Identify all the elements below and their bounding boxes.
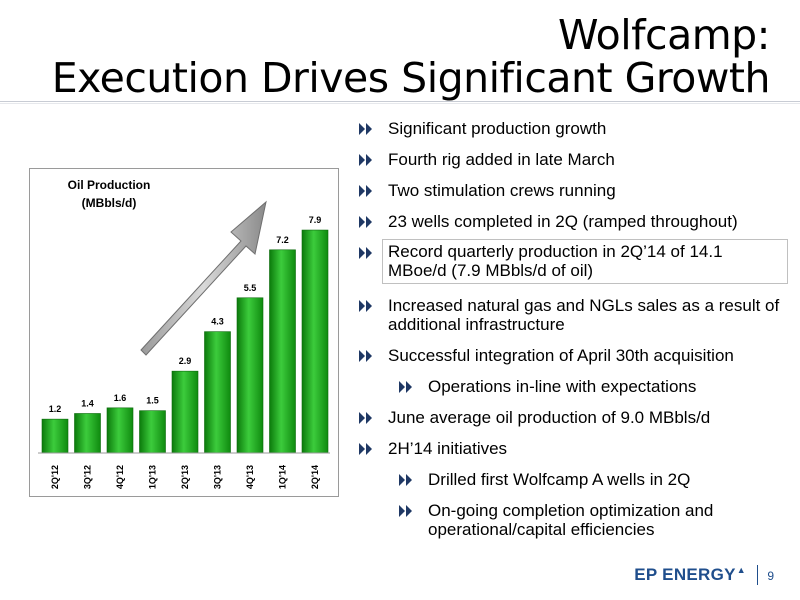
bullet-text: Increased natural gas and NGLs sales as … xyxy=(388,296,780,334)
title-line-2: Execution Drives Significant Growth xyxy=(51,54,771,102)
double-chevron-icon xyxy=(398,380,414,394)
bullet-item: Fourth rig added in late March xyxy=(358,150,788,169)
x-tick-label: 1Q'14 xyxy=(278,465,288,489)
x-tick-label: 2Q'13 xyxy=(180,465,190,489)
title-divider xyxy=(0,101,800,102)
bullet-text: 23 wells completed in 2Q (ramped through… xyxy=(388,212,738,231)
growth-arrow xyxy=(140,200,267,356)
bar-2Q'12 xyxy=(41,418,69,454)
double-chevron-icon xyxy=(358,442,374,456)
double-chevron-icon xyxy=(398,504,414,518)
bullet-text: Drilled first Wolfcamp A wells in 2Q xyxy=(428,470,691,489)
bar-3Q'12 xyxy=(74,413,101,454)
bar-1Q'14 xyxy=(269,249,296,454)
x-tick-label: 1Q'13 xyxy=(148,465,158,489)
bullet-text: Significant production growth xyxy=(388,119,607,138)
slide-title: Wolfcamp: Execution Drives Significant G… xyxy=(51,11,771,102)
double-chevron-icon xyxy=(398,473,414,487)
bar-4Q'12 xyxy=(106,407,134,454)
bullet-text: June average oil production of 9.0 MBbls… xyxy=(388,408,711,427)
x-tick-label: 2Q'14 xyxy=(310,465,320,489)
footer-divider xyxy=(757,565,758,585)
bullet-item: Two stimulation crews running xyxy=(358,181,788,200)
double-chevron-icon xyxy=(358,411,374,425)
bar-value-label: 4.3 xyxy=(211,317,224,327)
bullet-text: Fourth rig added in late March xyxy=(388,150,615,169)
bar-value-label: 5.5 xyxy=(244,283,257,293)
double-chevron-icon xyxy=(358,122,374,136)
x-tick-label: 3Q'13 xyxy=(213,465,223,489)
chart-subtitle: (MBbls/d) xyxy=(82,196,137,210)
bullet-text: 2H’14 initiatives xyxy=(388,439,508,458)
bullet-item: 2H’14 initiatives xyxy=(358,439,788,458)
bar-3Q'13 xyxy=(204,331,231,454)
bullet-list: Significant production growth Fourth rig … xyxy=(358,119,788,551)
bar-value-label: 1.5 xyxy=(146,396,159,406)
title-line-1: Wolfcamp: xyxy=(558,11,771,59)
bar-2Q'13 xyxy=(171,370,199,454)
bullet-text: On-going completion optimization and ope… xyxy=(428,501,714,539)
bullet-item: Increased natural gas and NGLs sales as … xyxy=(358,296,788,334)
bar-4Q'13 xyxy=(236,297,264,454)
sub-bullet-item: On-going completion optimization and ope… xyxy=(358,501,788,539)
double-chevron-icon xyxy=(358,153,374,167)
chart-title: Oil Production xyxy=(68,178,151,192)
bar-value-label: 7.9 xyxy=(309,215,322,225)
x-tick-label: 2Q'12 xyxy=(50,465,60,489)
bullet-item: Significant production growth xyxy=(358,119,788,138)
double-chevron-icon xyxy=(358,349,374,363)
bar-value-label: 2.9 xyxy=(179,356,192,366)
oil-production-chart: Oil Production (MBbls/d) 1.2 2Q'12 1.4 3Q'1… xyxy=(29,168,339,497)
bar-1Q'13 xyxy=(139,410,166,454)
double-chevron-icon xyxy=(358,215,374,229)
sub-bullet-item: Operations in-line with expectations xyxy=(358,377,788,396)
bullet-text: Record quarterly production in 2Q’14 of … xyxy=(382,239,788,284)
bullet-text: Successful integration of April 30th acq… xyxy=(388,346,734,365)
bullet-item: June average oil production of 9.0 MBbls… xyxy=(358,408,788,427)
bar-value-label: 7.2 xyxy=(276,235,289,245)
title-divider-shadow xyxy=(0,103,800,104)
bar-value-label: 1.4 xyxy=(81,398,94,408)
bullet-item: Record quarterly production in 2Q’14 of … xyxy=(358,239,788,284)
chart-canvas: Oil Production (MBbls/d) 1.2 2Q'12 1.4 3Q'1… xyxy=(38,178,330,489)
bar-series: 1.2 2Q'12 1.4 3Q'12 1.6 4Q'12 1.5 1Q'13 2.9 2Q'13… xyxy=(41,215,329,489)
ep-energy-logo: EP ENERGY▲ xyxy=(634,565,746,584)
double-chevron-icon xyxy=(358,299,374,313)
x-tick-label: 4Q'12 xyxy=(115,465,125,489)
bullet-item: 23 wells completed in 2Q (ramped through… xyxy=(358,212,788,231)
sub-bullet-item: Drilled first Wolfcamp A wells in 2Q xyxy=(358,470,788,489)
bullet-text: Two stimulation crews running xyxy=(388,181,616,200)
double-chevron-icon xyxy=(358,246,374,260)
bar-2Q'14 xyxy=(301,229,329,454)
page-number: 9 xyxy=(767,569,774,583)
bullet-text: Operations in-line with expectations xyxy=(428,377,697,396)
bar-value-label: 1.2 xyxy=(49,404,62,414)
bar-value-label: 1.6 xyxy=(114,393,127,403)
double-chevron-icon xyxy=(358,184,374,198)
bullet-item: Successful integration of April 30th acq… xyxy=(358,346,788,365)
x-tick-label: 3Q'12 xyxy=(83,465,93,489)
x-tick-label: 4Q'13 xyxy=(245,465,255,489)
